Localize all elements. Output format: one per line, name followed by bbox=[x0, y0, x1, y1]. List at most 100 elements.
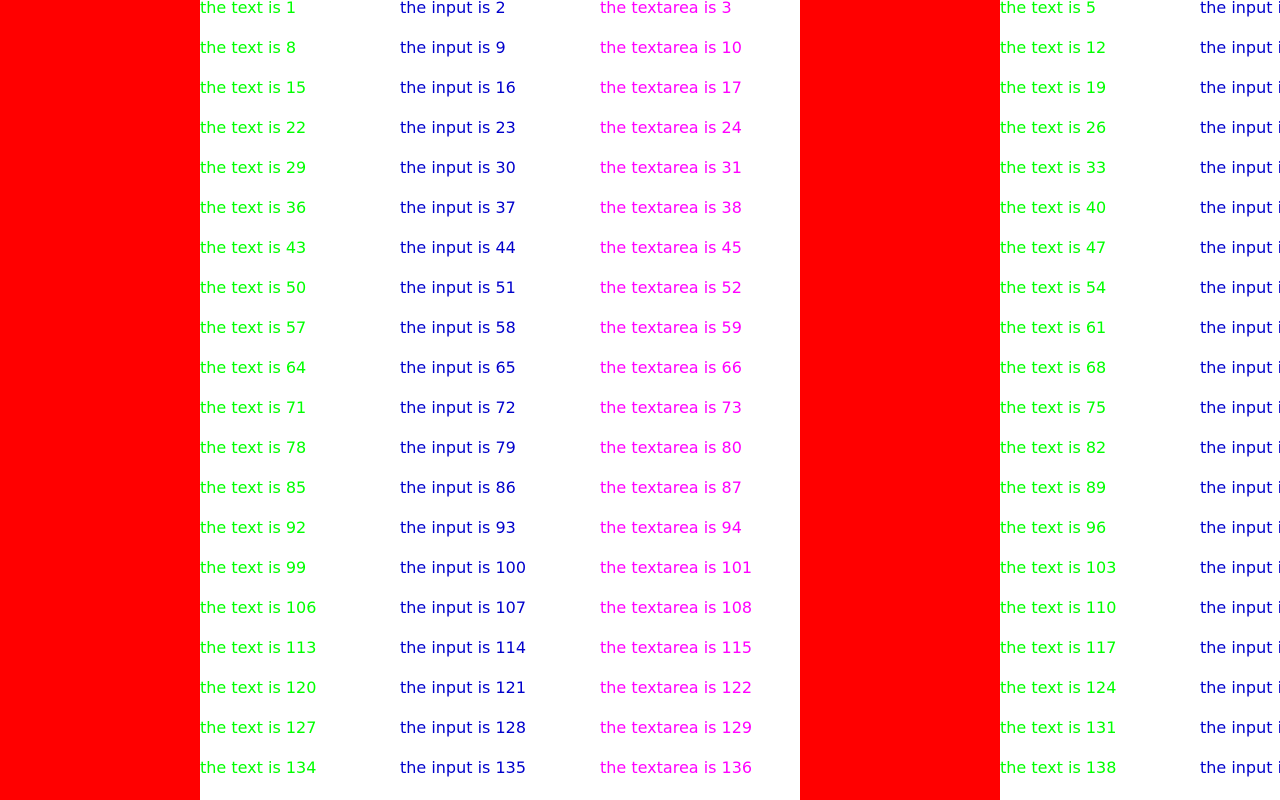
text-element: the text is 26 bbox=[1000, 120, 1107, 137]
input-element[interactable]: the input is bbox=[1200, 360, 1280, 377]
input-element[interactable]: the input is 72 bbox=[400, 400, 516, 417]
input-element[interactable]: the input is bbox=[1200, 760, 1280, 777]
textarea-element[interactable]: the textarea is 24 bbox=[600, 120, 742, 137]
input-element[interactable]: the input is 121 bbox=[400, 680, 526, 697]
input-element[interactable]: the input is bbox=[1200, 480, 1280, 497]
input-element[interactable]: the input is bbox=[1200, 720, 1280, 737]
input-element[interactable]: the input is bbox=[1200, 80, 1280, 97]
text-element: the text is 36 bbox=[200, 200, 307, 217]
input-element[interactable]: the input is bbox=[1200, 120, 1280, 137]
input-element[interactable]: the input is 30 bbox=[400, 160, 516, 177]
red-block bbox=[800, 600, 1000, 640]
input-element[interactable]: the input is bbox=[1200, 640, 1280, 657]
textarea-element[interactable]: the textarea is 87 bbox=[600, 480, 742, 497]
red-block bbox=[800, 680, 1000, 720]
input-element[interactable]: the input is 86 bbox=[400, 480, 516, 497]
text-element: the text is 64 bbox=[200, 360, 307, 377]
input-element[interactable]: the input is bbox=[1200, 600, 1280, 617]
textarea-element[interactable]: the textarea is 17 bbox=[600, 80, 742, 97]
input-element[interactable]: the input is 100 bbox=[400, 560, 526, 577]
red-block bbox=[800, 240, 1000, 280]
textarea-element[interactable]: the textarea is 73 bbox=[600, 400, 742, 417]
text-element: the text is 92 bbox=[200, 520, 307, 537]
input-element[interactable]: the input is 51 bbox=[400, 280, 516, 297]
textarea-element[interactable]: the textarea is 94 bbox=[600, 520, 742, 537]
input-element[interactable]: the input is 23 bbox=[400, 120, 516, 137]
input-element[interactable]: the input is bbox=[1200, 400, 1280, 417]
textarea-element[interactable]: the textarea is 101 bbox=[600, 560, 753, 577]
text-element: the text is 82 bbox=[1000, 440, 1107, 457]
input-element[interactable]: the input is 128 bbox=[400, 720, 526, 737]
text-element: the text is 85 bbox=[200, 480, 307, 497]
textarea-element[interactable]: the textarea is 108 bbox=[600, 600, 753, 617]
input-element[interactable]: the input is bbox=[1200, 240, 1280, 257]
text-element: the text is 8 bbox=[200, 40, 297, 57]
input-element[interactable]: the input is 79 bbox=[400, 440, 516, 457]
input-element[interactable]: the input is bbox=[1200, 280, 1280, 297]
input-element[interactable]: the input is 135 bbox=[400, 760, 526, 777]
input-element[interactable]: the input is bbox=[1200, 560, 1280, 577]
red-block bbox=[0, 80, 200, 120]
red-block bbox=[800, 320, 1000, 360]
text-element: the text is 134 bbox=[200, 760, 317, 777]
red-block bbox=[0, 680, 200, 720]
red-block bbox=[800, 360, 1000, 400]
textarea-element[interactable]: the textarea is 59 bbox=[600, 320, 742, 337]
textarea-element[interactable]: the textarea is 122 bbox=[600, 680, 753, 697]
red-block bbox=[800, 520, 1000, 560]
red-block bbox=[0, 760, 200, 800]
text-element: the text is 47 bbox=[1000, 240, 1107, 257]
input-element[interactable]: the input is 37 bbox=[400, 200, 516, 217]
textarea-element[interactable]: the textarea is 115 bbox=[600, 640, 753, 657]
textarea-element[interactable]: the textarea is 38 bbox=[600, 200, 742, 217]
text-element: the text is 40 bbox=[1000, 200, 1107, 217]
red-block bbox=[800, 400, 1000, 440]
input-element[interactable]: the input is 44 bbox=[400, 240, 516, 257]
text-element: the text is 89 bbox=[1000, 480, 1107, 497]
red-block bbox=[800, 640, 1000, 680]
text-element: the text is 124 bbox=[1000, 680, 1117, 697]
input-element[interactable]: the input is 2 bbox=[400, 0, 506, 17]
input-element[interactable]: the input is bbox=[1200, 320, 1280, 337]
input-element[interactable]: the input is 107 bbox=[400, 600, 526, 617]
text-element: the text is 29 bbox=[200, 160, 307, 177]
red-block bbox=[800, 440, 1000, 480]
input-element[interactable]: the input is 114 bbox=[400, 640, 526, 657]
input-element[interactable]: the input is bbox=[1200, 520, 1280, 537]
text-element: the text is 50 bbox=[200, 280, 307, 297]
red-block bbox=[0, 520, 200, 560]
input-element[interactable]: the input is bbox=[1200, 40, 1280, 57]
red-block bbox=[0, 480, 200, 520]
text-element: the text is 12 bbox=[1000, 40, 1107, 57]
textarea-element[interactable]: the textarea is 136 bbox=[600, 760, 753, 777]
textarea-element[interactable]: the textarea is 52 bbox=[600, 280, 742, 297]
red-block bbox=[800, 120, 1000, 160]
input-element[interactable]: the input is bbox=[1200, 440, 1280, 457]
text-element: the text is 33 bbox=[1000, 160, 1107, 177]
red-block bbox=[800, 280, 1000, 320]
textarea-element[interactable]: the textarea is 45 bbox=[600, 240, 742, 257]
red-block bbox=[0, 120, 200, 160]
textarea-element[interactable]: the textarea is 66 bbox=[600, 360, 742, 377]
input-element[interactable]: the input is 16 bbox=[400, 80, 516, 97]
textarea-element[interactable]: the textarea is 31 bbox=[600, 160, 742, 177]
red-block bbox=[800, 760, 1000, 800]
text-element: the text is 99 bbox=[200, 560, 307, 577]
input-element[interactable]: the input is bbox=[1200, 160, 1280, 177]
text-element: the text is 19 bbox=[1000, 80, 1107, 97]
input-element[interactable]: the input is bbox=[1200, 200, 1280, 217]
text-element: the text is 43 bbox=[200, 240, 307, 257]
input-element[interactable]: the input is 93 bbox=[400, 520, 516, 537]
text-element: the text is 75 bbox=[1000, 400, 1107, 417]
input-element[interactable]: the input is bbox=[1200, 0, 1280, 17]
input-element[interactable]: the input is bbox=[1200, 680, 1280, 697]
textarea-element[interactable]: the textarea is 129 bbox=[600, 720, 753, 737]
input-element[interactable]: the input is 9 bbox=[400, 40, 506, 57]
textarea-element[interactable]: the textarea is 10 bbox=[600, 40, 742, 57]
textarea-element[interactable]: the textarea is 80 bbox=[600, 440, 742, 457]
input-element[interactable]: the input is 58 bbox=[400, 320, 516, 337]
text-element: the text is 96 bbox=[1000, 520, 1107, 537]
textarea-element[interactable]: the textarea is 3 bbox=[600, 0, 732, 17]
red-block bbox=[800, 560, 1000, 600]
input-element[interactable]: the input is 65 bbox=[400, 360, 516, 377]
